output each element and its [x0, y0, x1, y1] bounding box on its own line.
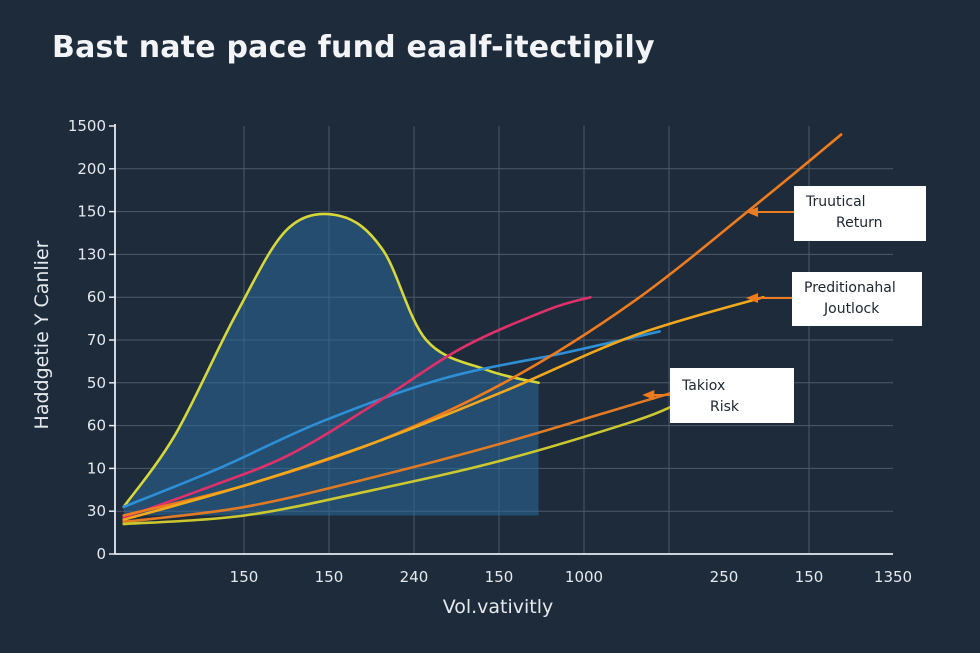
x-tick-label: 150 [230, 568, 259, 586]
series-line-5 [122, 390, 679, 524]
annotation-line: Joutlock [824, 301, 880, 317]
annotation-line: Preditionahal [804, 280, 896, 296]
x-tick-label: 150 [315, 568, 344, 586]
series-line-6 [122, 402, 679, 526]
axes: 1500 200 150 130 60 70 50 60 10 30 0 150 150 240 150 10… [68, 117, 912, 586]
y-tick-label: 200 [77, 160, 106, 178]
annotation-arrow-head [746, 207, 759, 217]
annotation-arrow-head [642, 390, 655, 400]
x-tick-label: 240 [400, 568, 429, 586]
y-tick-label: 70 [87, 331, 106, 349]
annotation-line: Risk [710, 399, 740, 415]
series-area-fill [123, 213, 539, 516]
annotation-arrow-head [746, 293, 759, 303]
x-axis-label: Vol.vativitly [443, 596, 554, 618]
annotation-callout-risk: Takiox Risk [670, 368, 794, 423]
x-tick-label: 150 [485, 568, 514, 586]
y-axis-label: Haddgetie Y Canlier [31, 240, 53, 429]
y-tick-label: 130 [77, 245, 106, 263]
chart-title: Bast nate pace fund eaalf-itectipily [52, 30, 655, 65]
y-tick-label: 60 [87, 417, 106, 435]
y-tick-label: 10 [87, 459, 106, 477]
x-tick-label: 250 [710, 568, 739, 586]
x-tick-label: 1000 [565, 568, 603, 586]
annotation-line: Truutical [806, 194, 866, 210]
series-line-2 [122, 295, 592, 519]
annotation-line: Return [836, 215, 883, 231]
annotation-callout-return: Truutical Return [794, 186, 926, 241]
series-line-0 [122, 212, 540, 509]
y-tick-label: 30 [87, 502, 106, 520]
annotation-line: Takiox [682, 378, 726, 394]
y-tick-label: 60 [87, 288, 106, 306]
x-tick-label: 150 [795, 568, 824, 586]
annotation-arrows [642, 207, 795, 400]
y-tick-label: 50 [87, 374, 106, 392]
annotation-callout-outlook: Preditionahal Joutlock [792, 272, 922, 326]
y-tick-label: 0 [96, 545, 106, 563]
y-tick-label: 1500 [68, 117, 106, 135]
series-line-4 [122, 295, 765, 522]
y-tick-label: 150 [77, 203, 106, 221]
x-tick-label: 1350 [874, 568, 912, 586]
series-layer [122, 133, 843, 526]
